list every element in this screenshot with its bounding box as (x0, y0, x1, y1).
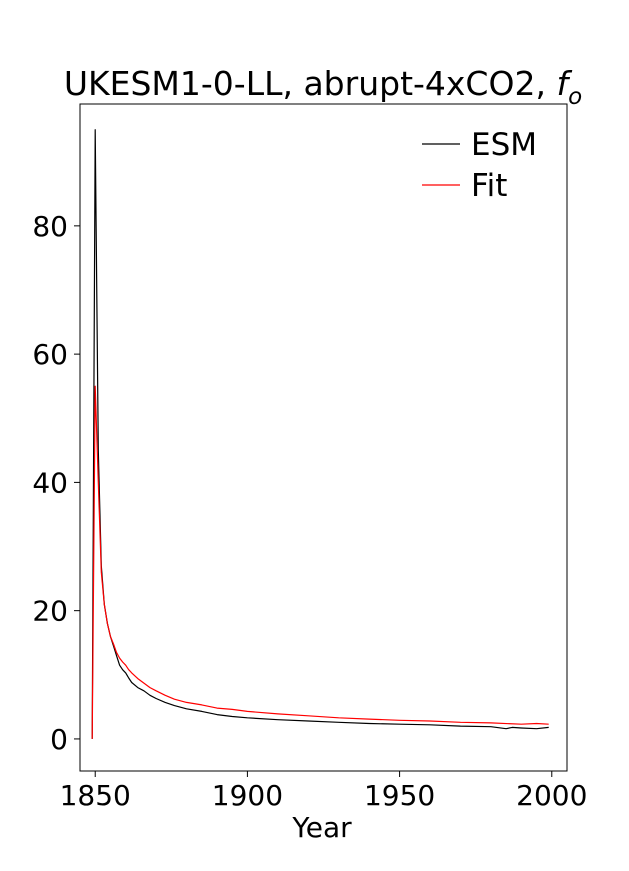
x-tick-label-2000: 2000 (516, 779, 587, 812)
y-tick-label-20: 20 (32, 595, 68, 628)
y-tick-label-0: 0 (50, 723, 68, 756)
y-tick-label-40: 40 (32, 466, 68, 499)
chart-title: UKESM1-0-LL, abrupt-4xCO2, fo (64, 64, 582, 110)
x-tick-label-1850: 1850 (60, 779, 131, 812)
series-line-fit (91, 385, 549, 739)
chart-title-main: UKESM1-0-LL, abrupt-4xCO2, (64, 64, 557, 103)
chart-title-subscript: o (568, 84, 582, 110)
legend-label-fit: Fit (471, 168, 507, 204)
legend-label-esm: ESM (471, 127, 537, 163)
y-tick-label-80: 80 (32, 210, 68, 243)
x-axis-label: Year (291, 811, 352, 844)
x-tick-label-1900: 1900 (212, 779, 283, 812)
series-line-esm (91, 129, 549, 739)
plot-frame (79, 103, 568, 772)
plot-area: 1850 1900 1950 2000 0 20 40 60 80 ESM Fit (32, 103, 587, 812)
y-tick-label-60: 60 (32, 338, 68, 371)
x-tick-label-1950: 1950 (364, 779, 435, 812)
